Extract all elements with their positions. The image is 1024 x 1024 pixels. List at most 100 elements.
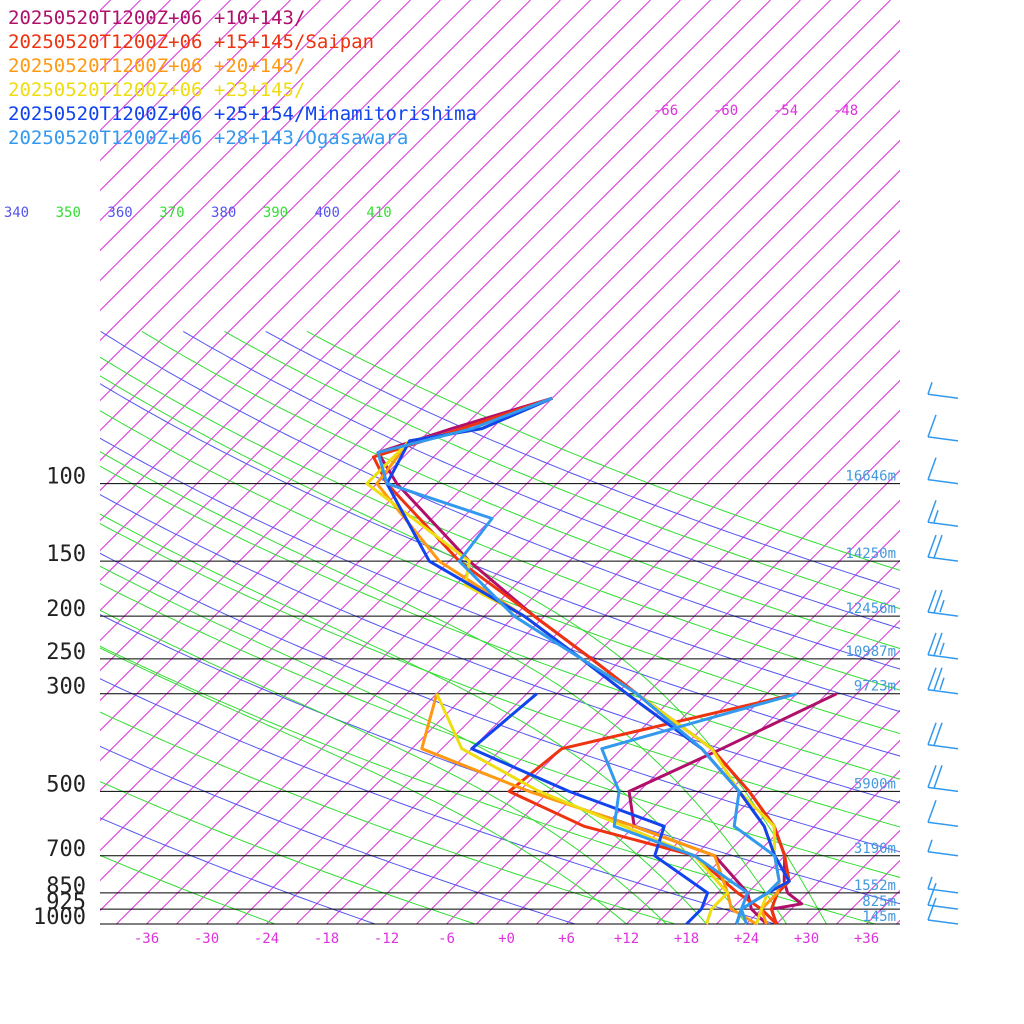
adiabat-line bbox=[100, 552, 900, 853]
wind-barb bbox=[927, 765, 959, 793]
legend-entry-5: 20250520T1200Z+06 +25+154/Minamitorishim… bbox=[8, 103, 477, 125]
wind-barb bbox=[927, 839, 959, 857]
wind-barb-feather bbox=[927, 667, 937, 690]
isotherm-line bbox=[100, 0, 771, 672]
wind-barb-feather bbox=[927, 800, 937, 823]
isotherm-line bbox=[236, 259, 900, 924]
wind-barb bbox=[927, 589, 959, 617]
wind-barb-shaft bbox=[927, 688, 959, 695]
wind-barb bbox=[927, 882, 959, 910]
top-temperature-labels: -66 -60 -54 -48 bbox=[653, 103, 858, 119]
temperature-tick-label: -6 bbox=[438, 931, 455, 947]
adiabat-line bbox=[265, 330, 900, 590]
temperature-tick-label: +6 bbox=[558, 931, 575, 947]
dewpoint-line bbox=[420, 693, 758, 926]
temperature-tick-label: +30 bbox=[794, 931, 819, 947]
wind-barb bbox=[927, 382, 959, 399]
isotherm-line bbox=[776, 799, 900, 924]
isotherm-line bbox=[100, 0, 891, 792]
wind-barb-shaft bbox=[927, 821, 959, 828]
height-label-700: 3190m bbox=[854, 841, 896, 857]
isotherm-line bbox=[100, 0, 321, 222]
isotherm-line bbox=[896, 919, 900, 924]
theta-label: 400 bbox=[315, 205, 340, 221]
isotherm-line bbox=[100, 0, 471, 372]
isotherm-line bbox=[100, 0, 531, 432]
wind-barb-feather bbox=[933, 765, 943, 789]
theta-label: 380 bbox=[211, 205, 236, 221]
wind-barb bbox=[927, 800, 959, 828]
adiabat-line bbox=[100, 645, 876, 924]
isotherm-line bbox=[100, 0, 351, 252]
isotherm-line bbox=[176, 199, 900, 924]
series-3 bbox=[375, 396, 781, 926]
adiabat-line bbox=[224, 330, 900, 610]
isotherm-line bbox=[100, 0, 441, 342]
isotherm-line bbox=[326, 349, 900, 924]
isotherm-line bbox=[446, 469, 900, 924]
isotherm-line bbox=[100, 79, 900, 882]
pressure-label-200: 200 bbox=[46, 597, 86, 622]
temperature-tick-label: -24 bbox=[254, 931, 279, 947]
top-temperature-label: -66 bbox=[653, 103, 678, 119]
moist-adiabat-line bbox=[100, 647, 627, 924]
wind-barb-feather bbox=[933, 534, 943, 559]
wind-barb-feather bbox=[927, 457, 937, 480]
isotherm-line bbox=[100, 0, 261, 162]
isotherm-line bbox=[296, 319, 900, 924]
isotherm-line bbox=[100, 0, 831, 732]
legend-entry-4: 20250520T1200Z+06 +23+145/ bbox=[8, 79, 305, 101]
wind-barb-shaft bbox=[927, 744, 959, 750]
temperature-tick-label: +12 bbox=[614, 931, 639, 947]
adiabat-line bbox=[100, 330, 900, 670]
pressure-label-500: 500 bbox=[46, 772, 86, 797]
adiabat-line bbox=[306, 330, 900, 571]
wind-barb-shaft bbox=[927, 919, 959, 925]
temperature-tick-label: +24 bbox=[734, 931, 759, 947]
wind-barb-shaft bbox=[927, 904, 959, 910]
temperature-tick-label: +18 bbox=[674, 931, 699, 947]
height-label-1000: 145m bbox=[862, 909, 896, 925]
temperature-tick-label: +36 bbox=[854, 931, 879, 947]
isotherm-line bbox=[356, 379, 900, 924]
wind-barb bbox=[927, 500, 959, 528]
isotherm-line bbox=[100, 49, 900, 852]
wind-barb-half-feather bbox=[933, 510, 939, 523]
wind-barb bbox=[927, 414, 959, 442]
wind-barb bbox=[927, 457, 959, 485]
isotherm-line bbox=[100, 19, 900, 822]
wind-barb-feather bbox=[927, 414, 937, 438]
wind-barb-shaft bbox=[927, 611, 959, 617]
wind-barb-shaft bbox=[927, 556, 959, 562]
wind-barb-feather bbox=[927, 882, 937, 906]
wind-barb-shaft bbox=[927, 393, 959, 399]
dry-adiabat-lines bbox=[100, 330, 900, 924]
temperature-tick-label: +0 bbox=[498, 931, 515, 947]
wind-barb-half-feather bbox=[939, 677, 945, 690]
adiabat-line bbox=[100, 817, 376, 924]
wind-barb-shaft bbox=[927, 521, 959, 528]
theta-label: 390 bbox=[263, 205, 288, 221]
isotherm-line bbox=[957, 0, 1024, 924]
isotherm-line bbox=[116, 139, 900, 924]
isotherm-line bbox=[100, 0, 741, 642]
pressure-label-700: 700 bbox=[46, 837, 86, 862]
pressure-label-300: 300 bbox=[46, 675, 86, 700]
wind-barb-shaft bbox=[927, 888, 959, 894]
wind-barb-feather bbox=[933, 722, 943, 746]
adiabat-line bbox=[100, 523, 900, 828]
wind-barb-feather bbox=[927, 589, 937, 613]
isotherm-line bbox=[506, 529, 900, 924]
height-label-150: 14250m bbox=[845, 546, 896, 562]
theta-label: 340 bbox=[4, 205, 29, 221]
wind-barb bbox=[927, 667, 959, 695]
isotherm-line bbox=[100, 0, 711, 612]
wind-barb-feather bbox=[933, 589, 943, 614]
theta-label: 410 bbox=[366, 205, 391, 221]
pressure-label-150: 150 bbox=[46, 542, 86, 567]
wind-barb-feather bbox=[933, 632, 943, 656]
isotherm-line bbox=[100, 0, 621, 522]
top-temperature-label: -60 bbox=[713, 103, 738, 119]
